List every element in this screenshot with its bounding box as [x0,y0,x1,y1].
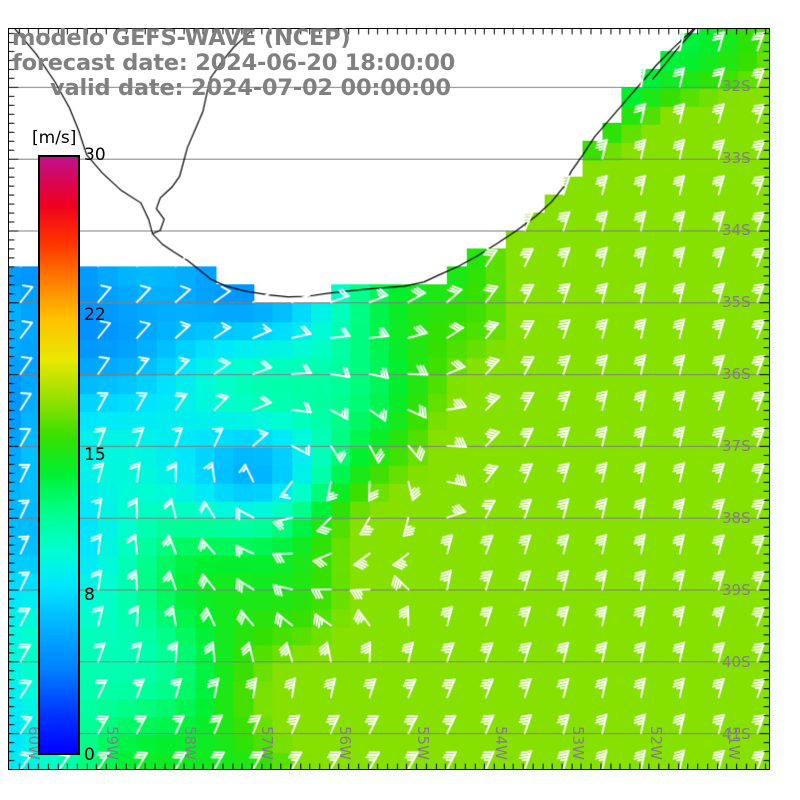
colorbar-unit-label: [m/s] [32,128,77,148]
latitude-label-40S: 40S [722,652,751,671]
latitude-label-41S: 41S [722,724,751,743]
colorbar-tick-22: 22 [84,305,106,325]
latitude-label-33S: 33S [722,148,751,167]
latitude-label-36S: 36S [722,364,751,383]
longitude-label-57W: 57W [258,726,277,760]
colorbar-tick-15: 15 [84,445,106,465]
longitude-label-52W: 52W [647,726,666,760]
wind-field-canvas [9,29,769,769]
latitude-label-32S: 32S [722,76,751,95]
longitude-label-54W: 54W [491,726,510,760]
latitude-label-34S: 34S [722,220,751,239]
longitude-label-55W: 55W [413,726,432,760]
longitude-label-58W: 58W [180,726,199,760]
longitude-label-51W: 51W [724,726,743,760]
plot-frame [8,28,770,770]
colorbar-tick-0: 0 [84,745,95,765]
colorbar-gradient [38,155,80,755]
longitude-label-56W: 56W [336,726,355,760]
latitude-label-35S: 35S [722,292,751,311]
longitude-label-59W: 59W [102,726,121,760]
colorbar-tick-30: 30 [84,145,106,165]
colorbar-tick-8: 8 [84,585,95,605]
latitude-label-38S: 38S [722,508,751,527]
longitude-label-53W: 53W [569,726,588,760]
latitude-label-37S: 37S [722,436,751,455]
latitude-label-39S: 39S [722,580,751,599]
